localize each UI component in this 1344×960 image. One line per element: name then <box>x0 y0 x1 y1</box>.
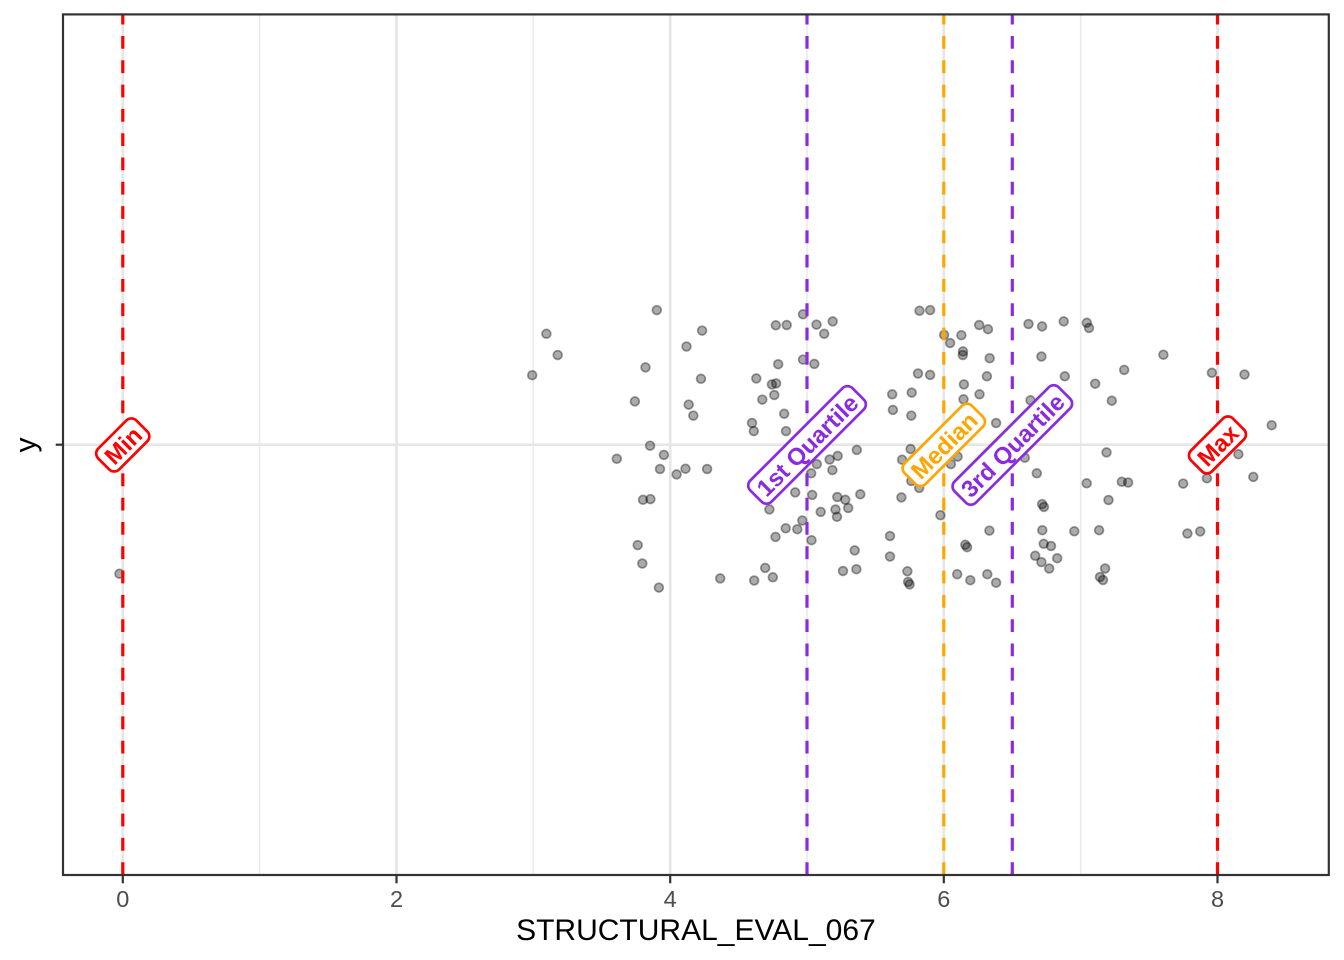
svg-text:0: 0 <box>116 886 129 912</box>
svg-text:4: 4 <box>664 886 677 912</box>
svg-text:y: y <box>10 438 43 453</box>
svg-text:8: 8 <box>1211 886 1224 912</box>
svg-text:2: 2 <box>390 886 403 912</box>
svg-text:STRUCTURAL_EVAL_067: STRUCTURAL_EVAL_067 <box>516 914 876 947</box>
svg-text:6: 6 <box>937 886 950 912</box>
